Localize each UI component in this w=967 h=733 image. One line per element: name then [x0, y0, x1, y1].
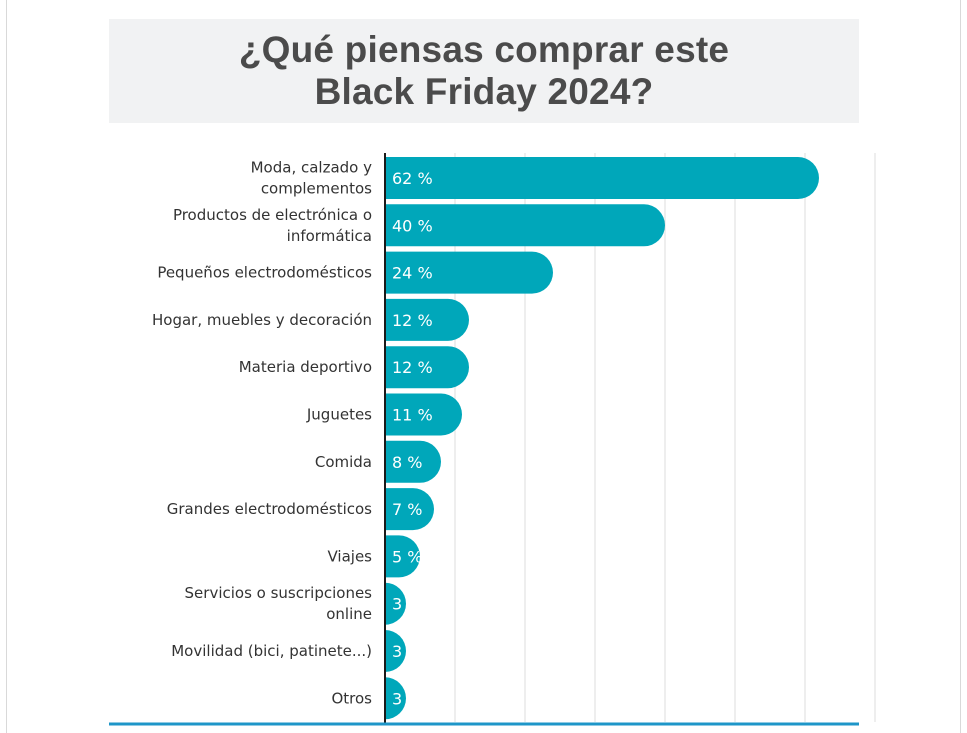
value-label: 7 % — [392, 500, 422, 519]
value-label: 12 % — [392, 358, 433, 377]
bar — [385, 204, 665, 247]
category-label: Hogar, muebles y decoración — [152, 311, 372, 329]
page-frame — [6, 0, 961, 733]
category-label: Moda, calzado y complementos — [251, 159, 373, 198]
category-label: Comida — [315, 453, 372, 471]
value-label: 8 % — [392, 453, 422, 472]
value-label: 24 % — [392, 264, 433, 283]
bar — [385, 677, 406, 720]
value-label: 40 % — [392, 216, 433, 235]
category-label: Productos de electrónica o informática — [173, 206, 372, 245]
category-label: Juguetes — [306, 406, 372, 424]
value-label: 5 % — [392, 547, 422, 566]
bar — [385, 440, 441, 483]
title-box: ¿Qué piensas comprar este Black Friday 2… — [109, 19, 859, 123]
axes — [109, 153, 859, 726]
bar — [385, 393, 462, 436]
value-label: 62 % — [392, 169, 433, 188]
bar — [385, 298, 469, 341]
chart-title-line-2: Black Friday 2024? — [314, 71, 654, 112]
chart-title-line-1: ¿Qué piensas comprar este — [238, 29, 730, 70]
bars — [385, 157, 819, 720]
bar — [385, 582, 406, 625]
value-label: 11 % — [392, 406, 433, 425]
bar — [385, 630, 406, 672]
category-label: Pequeños electrodomésticos — [157, 264, 372, 282]
value-label: 3 % — [392, 689, 422, 708]
bar — [385, 488, 435, 531]
category-label: Grandes electrodomésticos — [167, 500, 372, 518]
value-label: 12 % — [392, 311, 433, 330]
bar — [385, 535, 420, 578]
value-labels: 62 % 40 % 24 % 12 % 12 % 11 % 8 % 7 % 5 % 3 % 3 % 3… — [392, 169, 433, 708]
value-label: 3 % — [392, 595, 422, 614]
bar — [385, 157, 819, 199]
category-labels: Moda, calzado y complementos Productos de … — [152, 159, 372, 708]
grid-lines — [454, 153, 876, 722]
bar — [385, 251, 553, 294]
category-label: Materia deportivo — [239, 358, 372, 376]
category-label: Otros — [331, 689, 372, 707]
category-label: Movilidad (bici, patinete...) — [171, 642, 372, 660]
value-label: 3 % — [392, 642, 422, 661]
bar — [385, 346, 469, 389]
category-label: Servicios o suscripciones online — [185, 584, 373, 623]
category-label: Viajes — [327, 547, 372, 565]
